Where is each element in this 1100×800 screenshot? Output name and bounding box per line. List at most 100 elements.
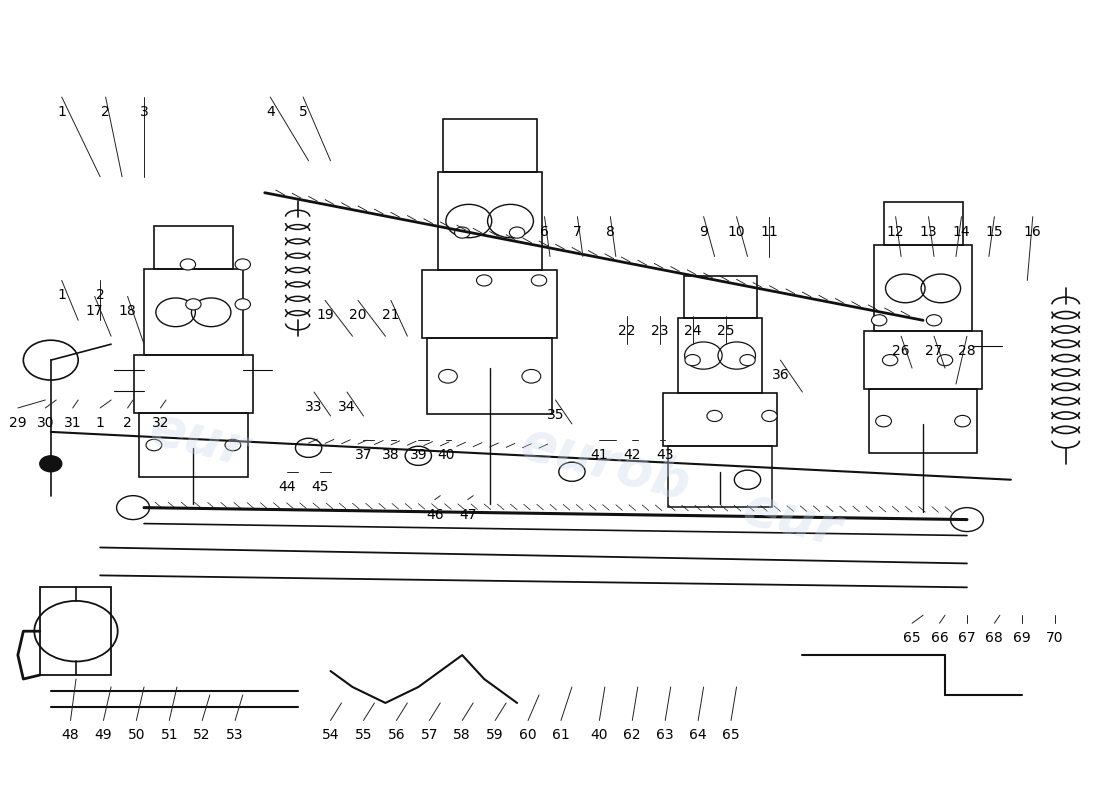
Bar [869, 389, 978, 454]
Text: 19: 19 [316, 308, 334, 322]
Circle shape [226, 439, 241, 450]
Text: 70: 70 [1046, 631, 1064, 645]
Text: 44: 44 [278, 480, 296, 494]
Circle shape [735, 470, 761, 490]
Text: 59: 59 [486, 729, 504, 742]
Text: 6: 6 [540, 225, 549, 238]
Text: 34: 34 [339, 400, 355, 414]
Text: 17: 17 [86, 304, 103, 318]
Circle shape [405, 446, 431, 466]
Text: eurob: eurob [515, 416, 695, 511]
Circle shape [186, 298, 201, 310]
Bar [864, 331, 982, 389]
Text: 40: 40 [437, 448, 454, 462]
Text: 66: 66 [931, 631, 948, 645]
Circle shape [876, 415, 891, 427]
Circle shape [522, 370, 541, 383]
Text: 1: 1 [96, 416, 104, 430]
Bar [134, 355, 253, 413]
Text: 38: 38 [382, 448, 399, 462]
Text: 8: 8 [606, 225, 615, 238]
Circle shape [926, 314, 942, 326]
Bar [438, 172, 542, 270]
Circle shape [937, 354, 953, 366]
Text: eur: eur [737, 482, 846, 558]
Bar [679, 318, 762, 394]
Text: 42: 42 [624, 448, 641, 462]
Text: 33: 33 [306, 400, 322, 414]
Bar [883, 202, 962, 246]
Text: 68: 68 [986, 631, 1003, 645]
Text: 22: 22 [618, 324, 636, 338]
Text: 65: 65 [723, 729, 740, 742]
Text: 1: 1 [57, 105, 66, 119]
Bar [683, 276, 757, 318]
Circle shape [559, 462, 585, 482]
Circle shape [509, 227, 525, 238]
Text: 27: 27 [925, 344, 943, 358]
Text: 1: 1 [57, 288, 66, 302]
Text: 26: 26 [892, 344, 910, 358]
Text: 39: 39 [409, 448, 427, 462]
Text: 45: 45 [311, 480, 328, 494]
Circle shape [454, 227, 470, 238]
Circle shape [707, 410, 723, 422]
Circle shape [882, 354, 898, 366]
Text: 9: 9 [700, 225, 708, 238]
Circle shape [117, 496, 150, 519]
Text: 10: 10 [728, 225, 746, 238]
Text: 2: 2 [123, 416, 132, 430]
Circle shape [439, 370, 458, 383]
Text: 37: 37 [354, 448, 372, 462]
Text: 40: 40 [591, 729, 608, 742]
Text: 53: 53 [227, 729, 244, 742]
Text: 29: 29 [9, 416, 26, 430]
Text: 11: 11 [760, 225, 779, 238]
Circle shape [180, 259, 196, 270]
Text: 18: 18 [119, 304, 136, 318]
Bar [144, 270, 243, 355]
Circle shape [531, 275, 547, 286]
Circle shape [950, 508, 983, 531]
Bar [442, 118, 537, 172]
Text: 46: 46 [426, 508, 443, 522]
Text: 47: 47 [459, 508, 476, 522]
Bar [422, 270, 558, 338]
Bar [427, 338, 552, 414]
Text: 14: 14 [953, 225, 970, 238]
Text: 13: 13 [920, 225, 937, 238]
Circle shape [40, 456, 62, 472]
Text: 54: 54 [322, 729, 339, 742]
Circle shape [955, 415, 970, 427]
Circle shape [762, 410, 777, 422]
Text: 35: 35 [547, 408, 564, 422]
Text: 64: 64 [690, 729, 707, 742]
Bar [139, 413, 248, 478]
Bar [154, 226, 233, 270]
Text: 50: 50 [128, 729, 145, 742]
Text: 43: 43 [657, 448, 674, 462]
Text: 7: 7 [573, 225, 582, 238]
Circle shape [871, 314, 887, 326]
Text: 3: 3 [140, 105, 148, 119]
Text: 16: 16 [1024, 225, 1042, 238]
Text: 65: 65 [903, 631, 921, 645]
Text: 5: 5 [299, 105, 308, 119]
Bar [40, 587, 111, 675]
Text: 36: 36 [771, 368, 789, 382]
Text: 31: 31 [64, 416, 81, 430]
Text: eur: eur [144, 402, 254, 478]
Text: 56: 56 [387, 729, 405, 742]
Text: 52: 52 [194, 729, 211, 742]
Text: 24: 24 [684, 324, 702, 338]
Bar [662, 394, 778, 446]
Text: 57: 57 [420, 729, 438, 742]
Circle shape [476, 275, 492, 286]
Text: 62: 62 [624, 729, 641, 742]
Text: 69: 69 [1013, 631, 1031, 645]
Text: 51: 51 [161, 729, 178, 742]
Text: 23: 23 [651, 324, 669, 338]
Text: 60: 60 [519, 729, 537, 742]
Text: 2: 2 [101, 105, 110, 119]
Text: 41: 41 [591, 448, 608, 462]
